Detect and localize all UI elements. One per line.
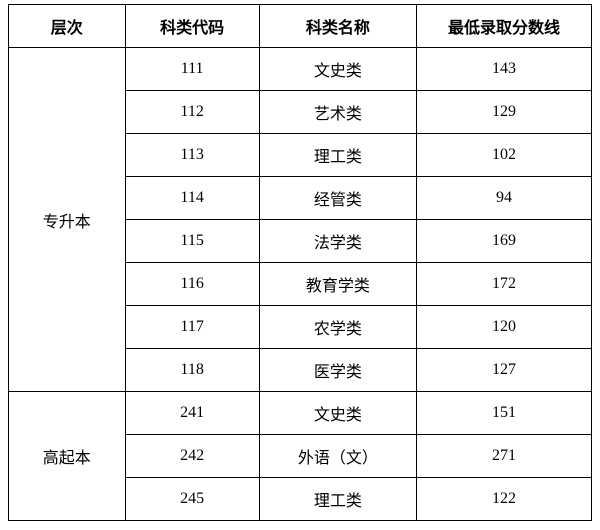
table-row: 专升本 111 文史类 143	[9, 48, 592, 91]
level-cell: 专升本	[9, 48, 126, 392]
name-cell: 经管类	[259, 177, 416, 220]
admission-score-table: 层次 科类代码 科类名称 最低录取分数线 专升本 111 文史类 143 112…	[8, 4, 592, 521]
col-header-score: 最低录取分数线	[417, 5, 592, 48]
col-header-level: 层次	[9, 5, 126, 48]
code-cell: 116	[125, 263, 259, 306]
score-cell: 94	[417, 177, 592, 220]
code-cell: 112	[125, 91, 259, 134]
code-cell: 117	[125, 306, 259, 349]
name-cell: 文史类	[259, 392, 416, 435]
table-body: 专升本 111 文史类 143 112 艺术类 129 113 理工类 102 …	[9, 48, 592, 521]
name-cell: 外语（文）	[259, 435, 416, 478]
score-cell: 172	[417, 263, 592, 306]
score-cell: 271	[417, 435, 592, 478]
code-cell: 111	[125, 48, 259, 91]
score-cell: 120	[417, 306, 592, 349]
score-cell: 122	[417, 478, 592, 521]
score-cell: 102	[417, 134, 592, 177]
name-cell: 理工类	[259, 478, 416, 521]
name-cell: 理工类	[259, 134, 416, 177]
name-cell: 艺术类	[259, 91, 416, 134]
col-header-name: 科类名称	[259, 5, 416, 48]
name-cell: 农学类	[259, 306, 416, 349]
code-cell: 245	[125, 478, 259, 521]
name-cell: 法学类	[259, 220, 416, 263]
code-cell: 114	[125, 177, 259, 220]
code-cell: 115	[125, 220, 259, 263]
name-cell: 文史类	[259, 48, 416, 91]
code-cell: 242	[125, 435, 259, 478]
score-cell: 129	[417, 91, 592, 134]
col-header-code: 科类代码	[125, 5, 259, 48]
table-row: 高起本 241 文史类 151	[9, 392, 592, 435]
code-cell: 241	[125, 392, 259, 435]
code-cell: 113	[125, 134, 259, 177]
code-cell: 118	[125, 349, 259, 392]
table-header-row: 层次 科类代码 科类名称 最低录取分数线	[9, 5, 592, 48]
score-cell: 169	[417, 220, 592, 263]
score-cell: 151	[417, 392, 592, 435]
score-cell: 143	[417, 48, 592, 91]
level-cell: 高起本	[9, 392, 126, 521]
name-cell: 教育学类	[259, 263, 416, 306]
score-cell: 127	[417, 349, 592, 392]
name-cell: 医学类	[259, 349, 416, 392]
